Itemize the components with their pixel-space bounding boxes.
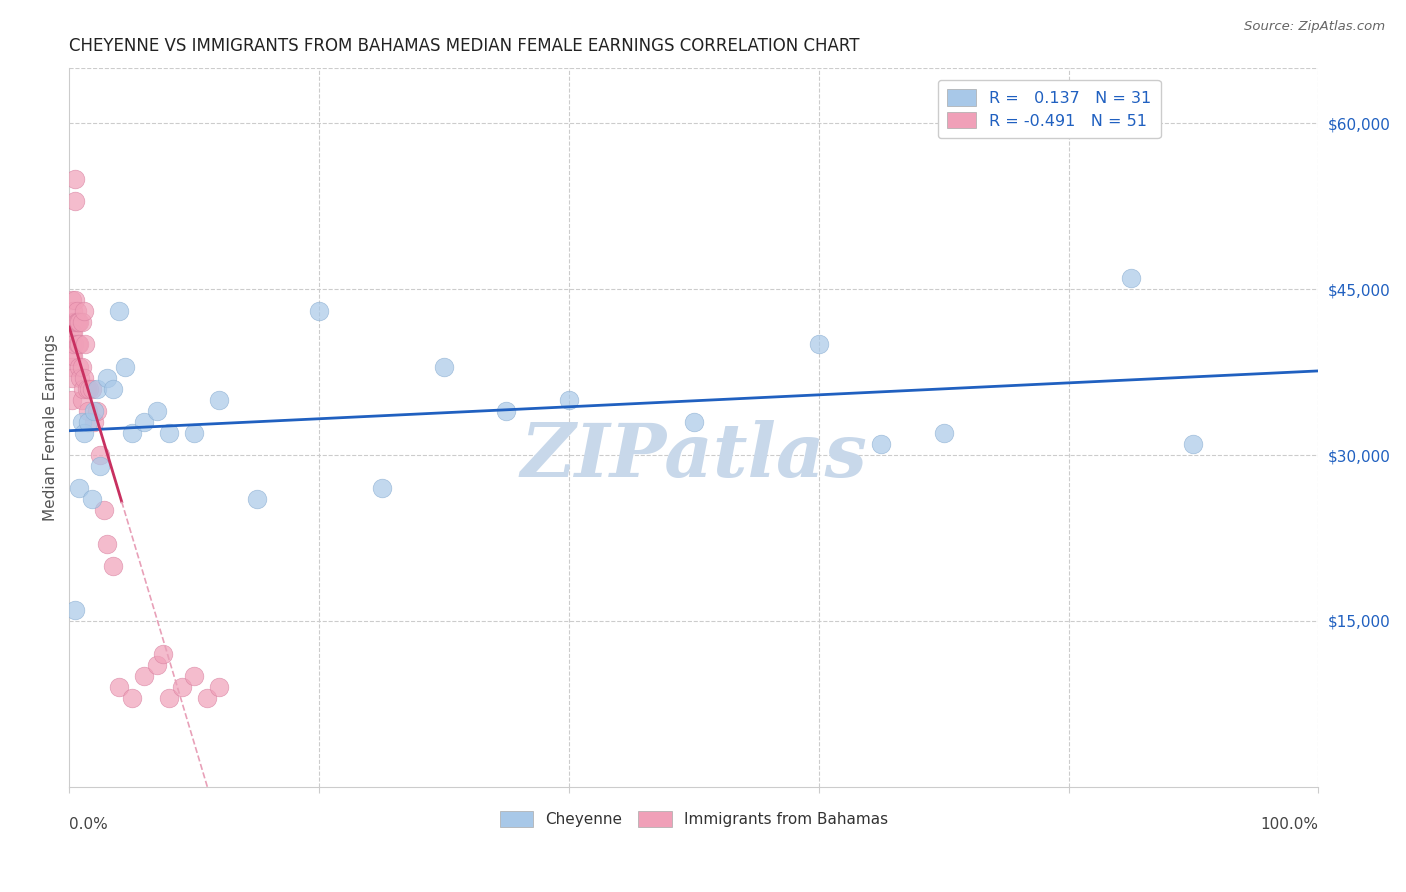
Point [60, 349, 83, 363]
Point [108, 681, 131, 695]
Point [308, 304, 330, 318]
Point [67, 481, 90, 495]
Point [170, 681, 193, 695]
Point [77, 404, 100, 418]
Point [72, 382, 94, 396]
Point [83, 415, 105, 429]
Point [62, 326, 84, 341]
Point [67, 337, 90, 351]
Text: 100.0%: 100.0% [1260, 817, 1319, 832]
Point [67, 315, 90, 329]
Point [96, 536, 118, 550]
Point [1119, 271, 1142, 285]
Point [67, 359, 90, 374]
Point [62, 304, 84, 318]
Point [558, 392, 581, 407]
Point [195, 691, 218, 706]
Point [75, 337, 97, 351]
Text: ZIPatlas: ZIPatlas [520, 420, 868, 492]
Point [62, 349, 84, 363]
Point [89, 459, 111, 474]
Point [83, 404, 105, 418]
Point [433, 359, 456, 374]
Point [60, 370, 83, 384]
Point [66, 304, 89, 318]
Point [932, 425, 955, 440]
Point [60, 337, 83, 351]
Point [89, 448, 111, 462]
Point [77, 415, 100, 429]
Point [246, 492, 269, 507]
Point [63, 337, 86, 351]
Point [370, 481, 392, 495]
Point [70, 415, 93, 429]
Point [77, 382, 100, 396]
Point [80, 382, 103, 396]
Point [134, 415, 156, 429]
Text: 0.0%: 0.0% [69, 817, 108, 832]
Point [183, 425, 205, 440]
Point [66, 337, 89, 351]
Point [682, 415, 704, 429]
Point [70, 359, 93, 374]
Point [157, 691, 180, 706]
Point [73, 304, 96, 318]
Point [80, 492, 103, 507]
Point [60, 392, 83, 407]
Point [145, 404, 167, 418]
Point [495, 404, 517, 418]
Point [86, 382, 108, 396]
Point [108, 304, 131, 318]
Point [69, 370, 91, 384]
Point [70, 392, 93, 407]
Point [76, 382, 98, 396]
Point [86, 404, 108, 418]
Point [65, 171, 87, 186]
Point [157, 425, 180, 440]
Point [60, 359, 83, 374]
Point [66, 315, 89, 329]
Point [183, 669, 205, 683]
Legend: Cheyenne, Immigrants from Bahamas: Cheyenne, Immigrants from Bahamas [494, 805, 894, 833]
Point [807, 337, 830, 351]
Point [60, 293, 83, 308]
Point [73, 425, 96, 440]
Point [60, 315, 83, 329]
Point [121, 425, 143, 440]
Point [145, 658, 167, 673]
Point [134, 669, 156, 683]
Point [63, 315, 86, 329]
Point [65, 603, 87, 617]
Text: CHEYENNE VS IMMIGRANTS FROM BAHAMAS MEDIAN FEMALE EARNINGS CORRELATION CHART: CHEYENNE VS IMMIGRANTS FROM BAHAMAS MEDI… [69, 37, 859, 55]
Point [121, 691, 143, 706]
Point [152, 647, 174, 661]
Point [70, 315, 93, 329]
Point [73, 370, 96, 384]
Text: Source: ZipAtlas.com: Source: ZipAtlas.com [1244, 20, 1385, 33]
Point [1182, 437, 1205, 451]
Y-axis label: Median Female Earnings: Median Female Earnings [44, 334, 58, 521]
Point [114, 359, 136, 374]
Point [60, 326, 83, 341]
Point [101, 558, 124, 573]
Point [208, 681, 231, 695]
Point [93, 503, 115, 517]
Point [101, 382, 124, 396]
Point [208, 392, 231, 407]
Point [65, 194, 87, 208]
Point [66, 315, 89, 329]
Point [870, 437, 893, 451]
Point [96, 370, 118, 384]
Point [65, 293, 87, 308]
